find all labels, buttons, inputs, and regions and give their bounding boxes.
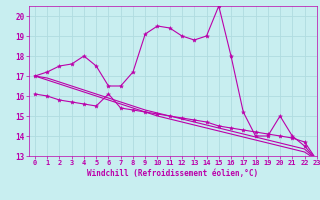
X-axis label: Windchill (Refroidissement éolien,°C): Windchill (Refroidissement éolien,°C): [87, 169, 258, 178]
